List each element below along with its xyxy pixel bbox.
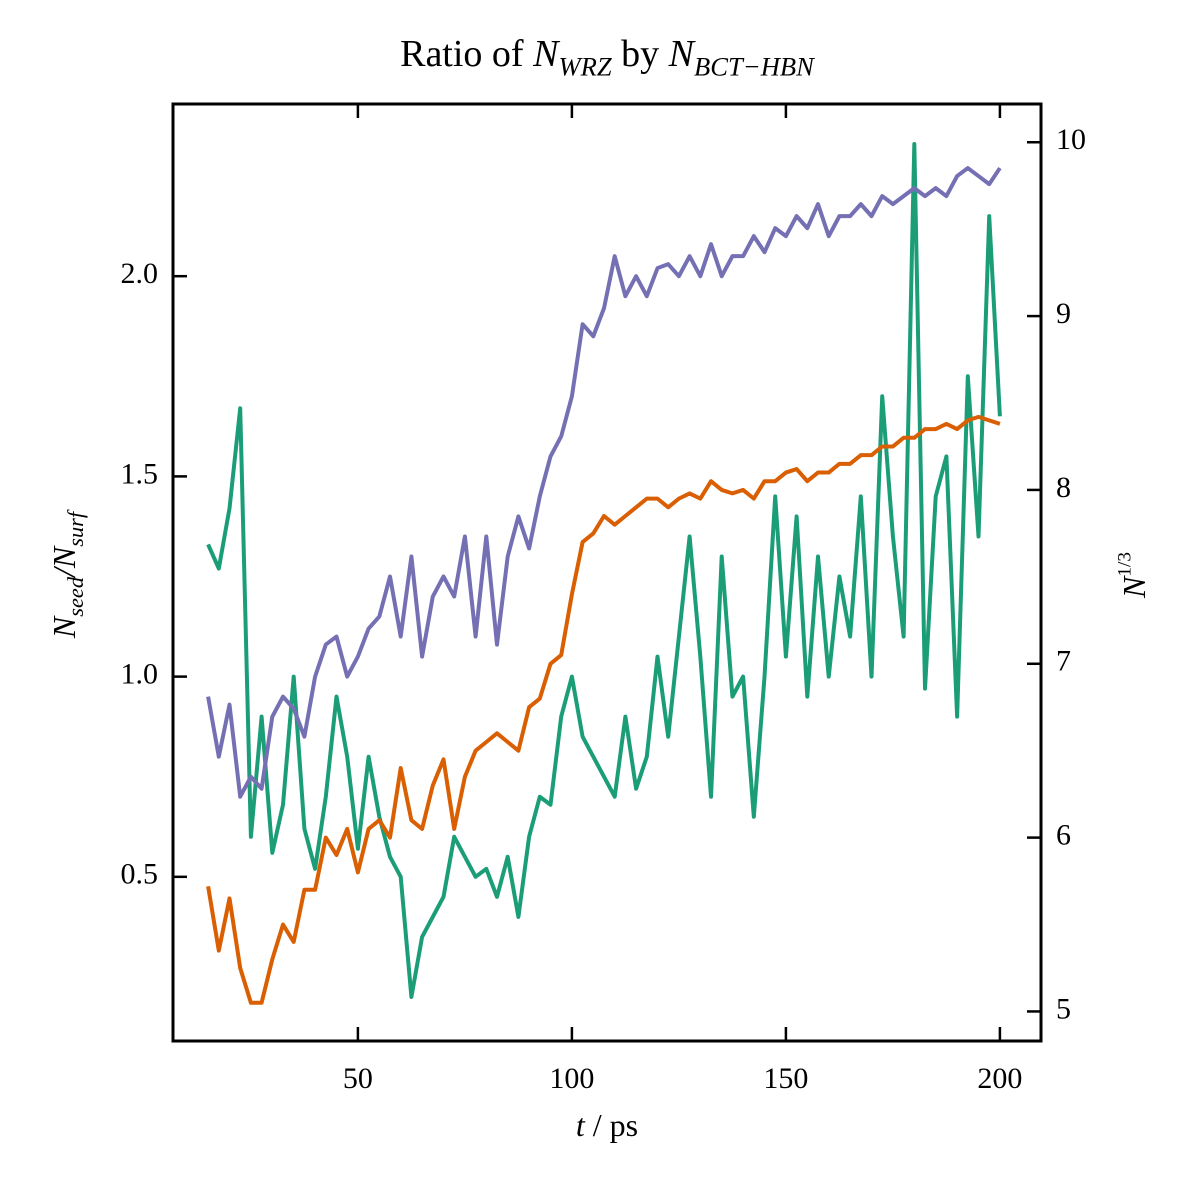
label-part: N xyxy=(532,33,561,75)
x-tick-label: 50 xyxy=(343,1062,373,1095)
y2-tick-label: 9 xyxy=(1056,297,1071,330)
y-tick-label: 2.0 xyxy=(121,257,159,290)
label-part: BCT−HBN xyxy=(694,52,815,82)
y-tick-label: 1.0 xyxy=(121,658,159,691)
x-tick-label: 200 xyxy=(977,1062,1022,1095)
label-part: 1/3 xyxy=(1115,552,1136,577)
label-part: N xyxy=(46,615,82,639)
y2-axis-label: N1/3 xyxy=(1115,552,1152,599)
chart-title: Ratio of NWRZ by NBCT−HBN xyxy=(400,33,815,82)
x-tick-label: 100 xyxy=(549,1062,594,1095)
label-part: t xyxy=(576,1107,586,1143)
label-part: N xyxy=(46,545,82,569)
y-tick-label: 1.5 xyxy=(121,457,159,490)
x-axis-label: t / ps xyxy=(576,1107,638,1143)
label-part: N xyxy=(1116,575,1152,599)
label-part: by xyxy=(612,33,669,75)
label-part: / ps xyxy=(585,1107,638,1143)
data-line xyxy=(206,142,1002,999)
plot-area xyxy=(206,142,1002,1005)
y2-tick-label: 10 xyxy=(1056,123,1086,156)
x-tick-label: 150 xyxy=(763,1062,808,1095)
y2-tick-label: 6 xyxy=(1056,818,1071,851)
data-line xyxy=(206,166,1002,799)
y2-tick-label: 8 xyxy=(1056,471,1071,504)
y-tick-label: 0.5 xyxy=(121,858,159,891)
label-part: WRZ xyxy=(558,52,612,82)
label-part: seed xyxy=(63,576,88,617)
y-axis-label: Nseed/Nsurf xyxy=(46,509,88,639)
data-line xyxy=(206,414,1001,1005)
y2-tick-label: 7 xyxy=(1056,645,1071,678)
plot-frame xyxy=(171,102,1043,1043)
label-part: / xyxy=(46,565,82,579)
label-part: surf xyxy=(63,509,88,547)
y2-tick-label: 5 xyxy=(1056,992,1071,1025)
label-part: N xyxy=(668,33,697,75)
label-part: Ratio of xyxy=(400,33,533,75)
